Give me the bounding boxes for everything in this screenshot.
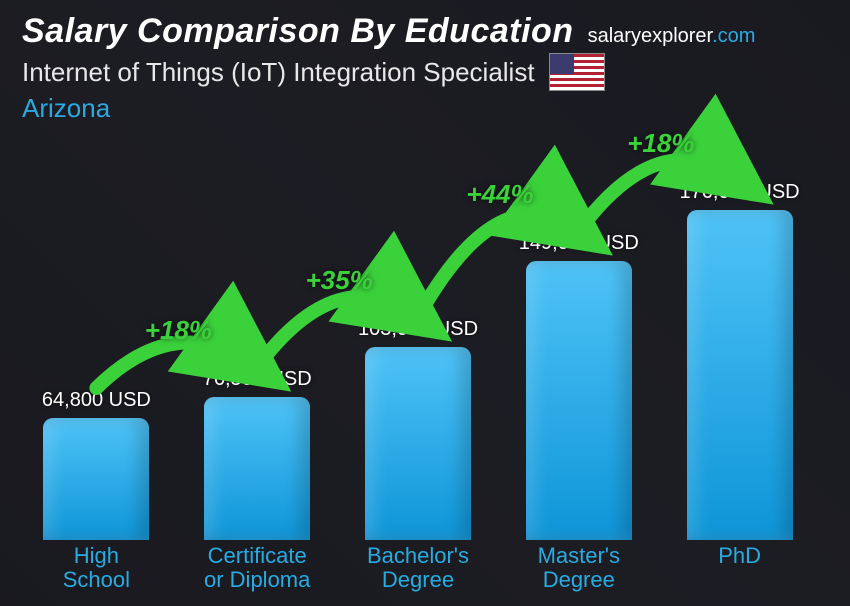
bar-column: 176,000 USD <box>673 181 806 540</box>
bar-category-label: Master'sDegree <box>512 540 645 594</box>
bar-value-label: 103,000 USD <box>358 318 478 341</box>
chart-title: Salary Comparison By Education <box>22 12 574 51</box>
bar <box>526 261 632 540</box>
bar-value-label: 64,800 USD <box>42 389 151 412</box>
flag-icon <box>549 53 605 91</box>
labels-container: HighSchool Certificateor Diploma Bachelor'… <box>30 540 806 594</box>
bar-column: 76,500 USD <box>191 368 324 540</box>
bar-category-label: Certificateor Diploma <box>191 540 324 594</box>
bar-column: 64,800 USD <box>30 389 163 540</box>
bars-container: 64,800 USD 76,500 USD 103,000 USD 149,000 U… <box>30 170 806 540</box>
bar <box>43 418 149 540</box>
bar-value-label: 149,000 USD <box>519 232 639 255</box>
header: Salary Comparison By Education salaryexp… <box>0 0 850 124</box>
bar-category-label: PhD <box>673 540 806 594</box>
brand-prefix: salaryexplorer <box>588 25 713 47</box>
bar <box>687 210 793 540</box>
increase-label: +18% <box>627 128 694 159</box>
bar-value-label: 76,500 USD <box>203 368 312 391</box>
brand-suffix: .com <box>712 25 755 47</box>
bar-category-label: HighSchool <box>30 540 163 594</box>
bar-category-label: Bachelor'sDegree <box>352 540 485 594</box>
bar <box>365 347 471 540</box>
bar <box>204 397 310 540</box>
chart-subtitle: Internet of Things (IoT) Integration Spe… <box>22 57 535 88</box>
bar-column: 103,000 USD <box>352 318 485 540</box>
bar-column: 149,000 USD <box>512 232 645 540</box>
brand: salaryexplorer.com <box>588 25 756 48</box>
bar-value-label: 176,000 USD <box>680 181 800 204</box>
chart-area: 64,800 USD 76,500 USD 103,000 USD 149,000 U… <box>30 130 806 594</box>
chart-location: Arizona <box>22 93 828 124</box>
